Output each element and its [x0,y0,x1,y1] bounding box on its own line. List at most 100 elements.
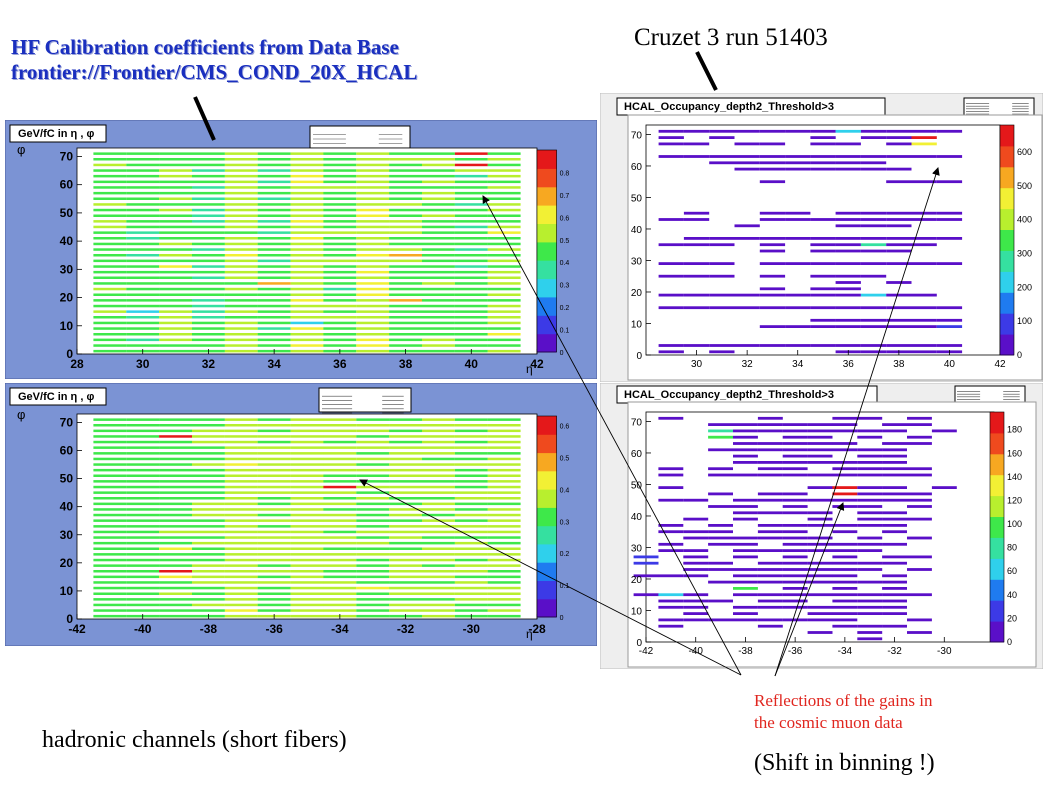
calib-top-cell [224,304,258,308]
calib-bottom-cell [224,446,258,449]
calib-bottom-cell [487,530,521,534]
occ-top-cell [683,293,710,297]
calib-top-cell [159,327,192,330]
occ-top-colorbar-band [1000,250,1014,272]
calib-top-cell [389,191,422,195]
occ-bottom-cell [857,612,883,615]
calib-bottom-cell [323,553,357,556]
occ-bottom-cell [782,511,808,515]
calib-bottom-cell [159,429,192,433]
calib-bottom-cell [323,586,357,590]
calib-top-cell [126,265,160,268]
occ-top-cell [936,180,963,184]
calib-bottom-cell [290,541,324,545]
calib-bottom-cell [389,485,422,489]
calib-bottom-cell [389,575,422,579]
calib-top-cell [159,304,192,308]
calib-top-cell [159,310,192,313]
occ-top-cell [835,142,861,146]
calib-bottom-cell [389,609,422,612]
occ-bottom-cell [683,536,709,540]
calib-top-cell [323,282,357,285]
calib-bottom-cell [93,519,127,522]
calib-bottom-cell [356,541,390,545]
calib-bottom-colorbar-label: 0 [560,615,564,622]
calib-top-cell [487,169,521,172]
occ-bottom-cell [882,442,907,445]
calib-bottom-cell [192,463,225,466]
occ-top-cell [835,167,861,171]
calib-bottom-cell [323,564,357,567]
calib-top-cell [159,174,192,178]
calib-top-cell [257,231,291,234]
occ-top-ytick-label: 50 [631,193,643,204]
calib-bottom-cell [389,497,422,500]
calib-top-ytick-label: 10 [60,319,74,333]
calib-top-cell [159,152,192,155]
calib-bottom-cell [224,424,258,427]
calib-top-cell [323,191,357,195]
calib-bottom-cell [389,564,422,567]
occ-bottom-cell [757,416,783,420]
calib-bottom-ytick-label: 0 [66,612,73,626]
occ-bottom-cell [832,542,858,546]
calib-top-cell [454,248,488,251]
occ-bottom-cell [832,505,858,508]
occ-top-cell [683,129,710,133]
calib-bottom-cell [224,508,258,511]
occ-top-cell [810,318,836,322]
calib-top-cell [192,344,225,347]
calib-bottom-cell [126,480,160,483]
calib-top-cell [290,254,324,257]
occ-top-cell [835,129,861,133]
calib-bottom-cell [389,536,422,539]
occ-bottom-cell [882,517,907,521]
calib-top-cell [257,208,291,212]
calib-top-cell [454,197,488,200]
calib-bottom-cell [224,570,258,573]
occ-bottom-cell [832,530,858,534]
calib-top-cell [224,344,258,347]
shift-note: (Shift in binning !) [754,750,935,776]
occ-top-cell [835,274,861,278]
occ-bottom-cell [757,429,783,433]
calib-bottom-cell [389,541,422,545]
occ-top-cell [785,129,811,133]
calib-top-cell [356,197,390,200]
calib-top-cell [323,169,357,172]
calib-bottom-cell [126,446,160,449]
occ-top-cell [911,293,937,297]
calib-bottom-cell [454,575,488,579]
calib-top-cell [389,259,422,263]
calib-bottom-cell [224,463,258,466]
occ-bottom-cell [782,498,808,502]
calib-bottom-cell [356,586,390,590]
calib-bottom-cell [159,440,192,444]
calib-top-cell [224,254,258,257]
calib-bottom-cell [422,508,455,511]
calib-top-cell [192,220,225,223]
occ-top-cell [860,161,887,165]
calib-bottom-cell [290,435,324,438]
calib-bottom-cell [323,598,357,601]
calib-bottom-colorbar-band [537,525,557,545]
occ-bottom-cell [658,593,684,597]
calib-bottom-cell [323,468,357,472]
occ-bottom-cell [658,605,684,609]
occ-bottom-title: HCAL_Occupancy_depth2_Threshold>3 [624,389,834,401]
occ-bottom-cell [708,568,733,571]
calib-bottom-cell [224,609,258,612]
calib-bottom-cell [93,485,127,489]
calib-bottom-cell [93,530,127,534]
occ-top-colorbar-label: 0 [1017,350,1022,360]
calib-bottom-cell [126,553,160,556]
calib-bottom-cell [192,575,225,579]
calib-bottom-cell [389,586,422,590]
occ-bottom-cell [882,486,907,489]
occ-bottom-cell [782,618,808,622]
occ-top-cell [886,218,912,221]
occ-bottom-cell [782,454,808,458]
calib-top-cell [389,180,422,184]
calib-bottom-cell [290,429,324,433]
